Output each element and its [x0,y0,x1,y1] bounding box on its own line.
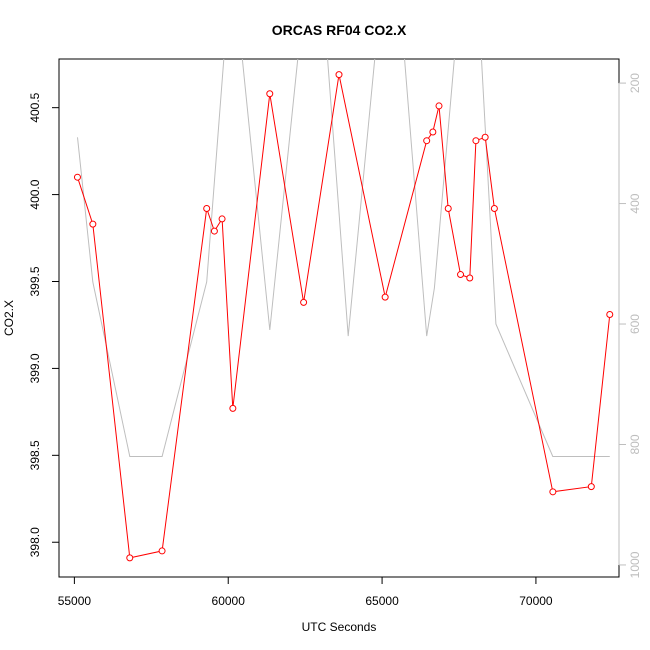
x-axis-label: UTC Seconds [302,620,377,634]
red-series-line [77,74,611,559]
y-axis-right: 200 400 600 800 1000 [618,73,642,578]
y-tick-label: 399.0 [28,353,42,383]
chart-title: ORCAS RF04 CO2.X [272,22,407,38]
data-point [481,133,489,141]
y2-tick-label: 400 [628,193,642,213]
y-axis-label: CO2.X [2,300,16,336]
data-point [229,404,237,412]
data-point [300,298,308,306]
data-point [126,554,134,562]
data-point [606,311,614,319]
data-point [472,137,480,145]
data-point [429,128,437,136]
y-tick-label: 398.5 [28,440,42,470]
data-point [210,227,218,235]
data-point [490,204,498,212]
data-point [73,173,81,181]
data-point [218,215,226,223]
y-tick-label: 398.0 [28,527,42,557]
plot-area-frame [58,58,620,578]
x-tick-label: 60000 [212,594,246,608]
x-axis: 55000 60000 65000 70000 [58,576,553,608]
data-point [381,293,389,301]
y2-tick-label: 1000 [628,551,642,578]
data-point [89,220,97,228]
x-tick-label: 65000 [365,594,399,608]
y2-tick-label: 200 [628,73,642,93]
data-point [587,483,595,491]
data-point [466,274,474,282]
data-point [549,488,557,496]
grey-series-line [77,59,610,457]
y2-tick-label: 800 [628,434,642,454]
data-point [423,137,431,145]
data-point [435,102,443,110]
data-point [457,271,465,279]
y-tick-label: 399.5 [28,266,42,296]
data-point [266,90,274,98]
y-tick-label: 400.0 [28,179,42,209]
data-point [335,71,343,79]
x-tick-label: 70000 [519,594,553,608]
y-axis-left: 398.0 398.5 399.0 399.5 400.0 400.5 [28,92,60,557]
data-point [158,547,166,555]
y2-tick-label: 600 [628,314,642,334]
data-point [444,204,452,212]
series-layer [73,59,614,562]
data-point [203,204,211,212]
x-tick-label: 55000 [58,594,92,608]
y-tick-label: 400.5 [28,92,42,122]
